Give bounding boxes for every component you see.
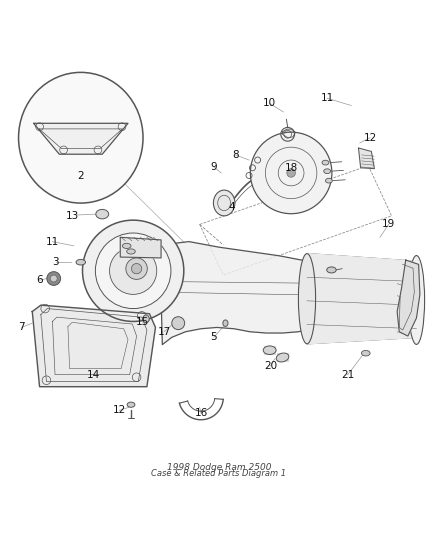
Circle shape <box>131 263 142 274</box>
Text: 18: 18 <box>285 163 298 173</box>
Text: 7: 7 <box>18 322 25 333</box>
Circle shape <box>172 317 185 329</box>
Ellipse shape <box>127 402 135 407</box>
Polygon shape <box>160 241 353 345</box>
Circle shape <box>95 233 171 309</box>
Ellipse shape <box>213 190 235 216</box>
Polygon shape <box>397 260 420 336</box>
Text: 12: 12 <box>113 405 126 415</box>
Polygon shape <box>32 305 155 386</box>
Ellipse shape <box>324 169 331 174</box>
Circle shape <box>47 272 60 285</box>
Circle shape <box>287 168 295 177</box>
Text: 15: 15 <box>136 317 149 327</box>
Text: 13: 13 <box>66 211 79 221</box>
Ellipse shape <box>325 179 332 183</box>
Text: 3: 3 <box>53 257 59 267</box>
Ellipse shape <box>143 315 149 322</box>
Circle shape <box>50 275 57 282</box>
Polygon shape <box>307 254 417 344</box>
Text: 17: 17 <box>157 327 171 337</box>
Ellipse shape <box>298 254 315 344</box>
Ellipse shape <box>127 249 135 254</box>
Polygon shape <box>358 148 374 168</box>
Text: 9: 9 <box>211 162 217 172</box>
Text: 10: 10 <box>263 99 276 108</box>
Text: 4: 4 <box>229 202 235 212</box>
Circle shape <box>251 132 332 214</box>
Ellipse shape <box>18 72 143 203</box>
Polygon shape <box>283 129 295 138</box>
Ellipse shape <box>408 255 424 344</box>
Text: 8: 8 <box>232 150 239 160</box>
Text: 11: 11 <box>321 93 334 103</box>
Circle shape <box>110 247 157 294</box>
Text: 11: 11 <box>46 237 59 247</box>
Polygon shape <box>34 123 128 154</box>
Text: 6: 6 <box>36 275 43 285</box>
Ellipse shape <box>223 320 228 326</box>
Circle shape <box>82 220 184 321</box>
Text: 12: 12 <box>364 133 377 143</box>
Ellipse shape <box>361 350 370 356</box>
Ellipse shape <box>263 346 276 354</box>
Text: 14: 14 <box>87 370 100 379</box>
Text: 5: 5 <box>211 332 217 342</box>
Text: Case & Related Parts Diagram 1: Case & Related Parts Diagram 1 <box>152 469 286 478</box>
Ellipse shape <box>276 353 289 362</box>
Ellipse shape <box>96 209 109 219</box>
Text: 19: 19 <box>382 220 395 229</box>
Circle shape <box>126 258 147 279</box>
Text: 1998 Dodge Ram 2500: 1998 Dodge Ram 2500 <box>167 463 271 472</box>
Text: 16: 16 <box>194 408 208 418</box>
Ellipse shape <box>327 267 336 273</box>
Text: 20: 20 <box>264 361 277 371</box>
Text: 21: 21 <box>341 370 354 379</box>
Ellipse shape <box>322 160 329 165</box>
Ellipse shape <box>76 260 85 265</box>
Polygon shape <box>120 237 161 258</box>
Ellipse shape <box>122 244 131 248</box>
Text: 2: 2 <box>78 172 84 181</box>
